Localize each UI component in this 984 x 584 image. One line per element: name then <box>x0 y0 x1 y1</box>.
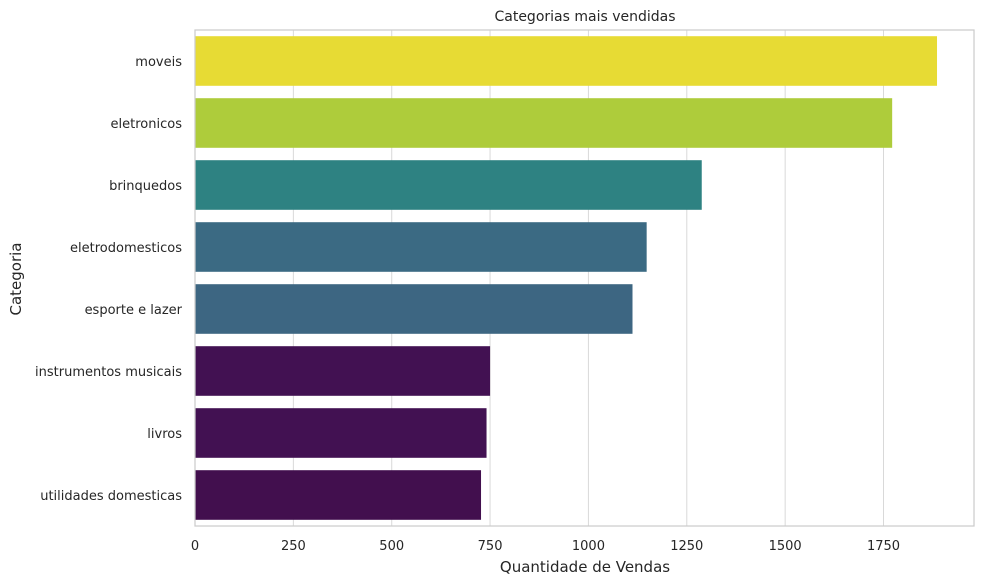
y-tick-label: brinquedos <box>109 179 182 194</box>
x-axis-label: Quantidade de Vendas <box>500 558 670 576</box>
bar-utilidades-domesticas <box>195 470 482 520</box>
x-tick-label: 1500 <box>769 539 802 554</box>
y-tick-label: instrumentos musicais <box>35 365 182 380</box>
bar-moveis <box>195 36 938 86</box>
x-tick-label: 1000 <box>572 539 605 554</box>
bars <box>195 36 938 520</box>
y-axis-label: Categoria <box>7 242 25 315</box>
x-tick-label: 750 <box>478 539 503 554</box>
bar-esporte-e-lazer <box>195 284 633 334</box>
y-tick-label: utilidades domesticas <box>40 489 182 504</box>
x-tick-label: 1750 <box>867 539 900 554</box>
x-tick-label: 1250 <box>670 539 703 554</box>
y-tick-label: eletrodomesticos <box>70 241 182 256</box>
chart-title: Categorias mais vendidas <box>494 9 675 25</box>
plot-frame <box>194 29 975 527</box>
bar-livros <box>195 408 487 458</box>
y-tick-labels: moveis eletronicos brinquedos eletrodomesti… <box>35 55 183 504</box>
x-tick-label: 250 <box>281 539 306 554</box>
bar-eletrodomesticos <box>195 222 647 272</box>
bar-brinquedos <box>195 160 702 210</box>
x-tick-labels: 0 250 500 750 1000 1250 1500 1750 <box>191 539 900 554</box>
y-tick-label: livros <box>147 427 182 442</box>
y-tick-label: moveis <box>135 55 182 70</box>
x-tick-label: 0 <box>191 539 199 554</box>
bar-eletronicos <box>195 98 893 148</box>
x-tick-label: 500 <box>379 539 404 554</box>
bar-instrumentos-musicais <box>195 346 491 396</box>
y-tick-label: eletronicos <box>111 117 183 132</box>
y-tick-label: esporte e lazer <box>85 303 183 318</box>
